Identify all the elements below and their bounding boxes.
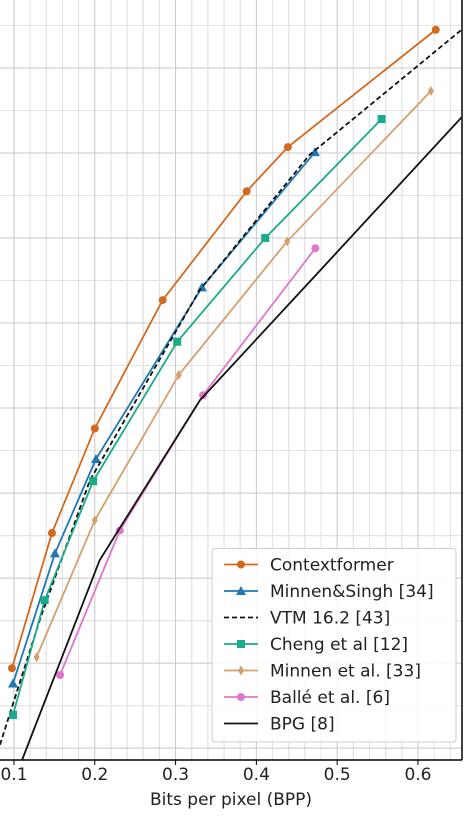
marker <box>90 454 101 464</box>
x-tick-label: 0.4 <box>243 765 270 785</box>
x-tick-label: 0.5 <box>324 765 351 785</box>
series-line <box>0 29 462 745</box>
marker <box>237 640 245 648</box>
marker <box>238 665 244 676</box>
marker <box>199 391 208 400</box>
marker <box>89 477 98 486</box>
marker <box>40 596 49 605</box>
x-tick-label: 0.3 <box>162 765 189 785</box>
marker <box>261 234 270 243</box>
marker <box>431 25 440 34</box>
marker <box>47 529 56 538</box>
marker <box>173 337 182 346</box>
x-tick-label: 0.6 <box>404 765 431 785</box>
marker <box>242 187 251 196</box>
x-axis: 0.1 0.2 0.3 0.4 0.5 0.6 <box>0 760 431 785</box>
marker <box>236 586 246 595</box>
plot-area <box>0 25 462 760</box>
x-tick-label: 0.2 <box>81 765 108 785</box>
x-axis-label: Bits per pixel (BPP) <box>150 790 312 810</box>
marker <box>284 236 291 247</box>
marker <box>283 143 292 152</box>
legend-label: Ballé et al. [6] <box>270 688 390 708</box>
legend-label: Cheng et al [12] <box>270 635 408 655</box>
marker <box>7 664 16 673</box>
legend-box <box>211 548 457 743</box>
series-line <box>12 118 383 716</box>
legend-label: Minnen et al. [33] <box>270 662 421 682</box>
legend-label: VTM 16.2 [43] <box>270 609 390 629</box>
marker <box>90 424 99 433</box>
legend-label: Contextformer <box>270 556 394 576</box>
marker <box>377 115 386 124</box>
legend-label: BPG [8] <box>270 715 335 735</box>
marker <box>56 670 65 679</box>
marker <box>8 678 19 688</box>
marker <box>49 548 60 558</box>
series-line <box>21 116 462 760</box>
marker <box>33 652 40 663</box>
marker <box>91 515 98 526</box>
marker <box>309 147 320 157</box>
marker <box>9 710 18 719</box>
marker <box>237 560 245 569</box>
marker <box>237 693 245 701</box>
legend-label: Minnen&Singh [34] <box>270 582 434 602</box>
marker <box>158 296 167 305</box>
marker <box>311 244 320 253</box>
marker <box>427 85 434 96</box>
legend: Contextformer Minnen&Singh [34] VTM 16.2 [… <box>211 548 457 743</box>
marker <box>175 369 182 380</box>
x-tick-label: 0.1 <box>0 765 27 785</box>
